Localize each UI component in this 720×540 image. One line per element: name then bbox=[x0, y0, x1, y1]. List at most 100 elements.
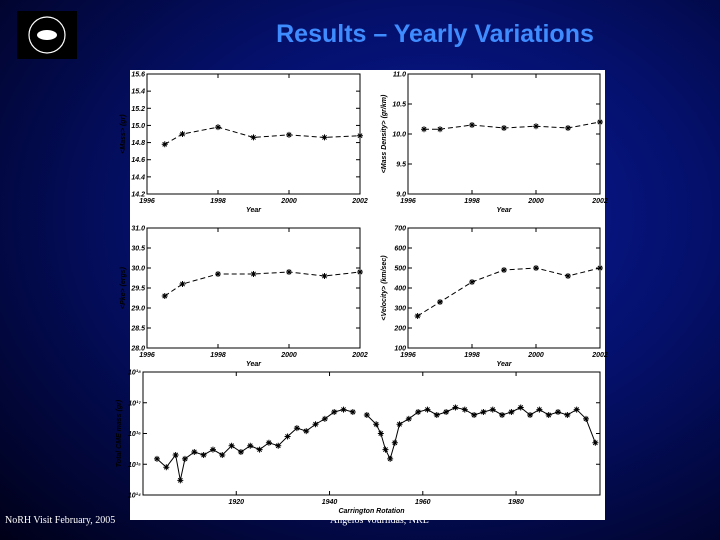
data-point bbox=[172, 451, 179, 458]
y-tick-label: 14.4 bbox=[131, 174, 145, 181]
y-tick-label: 15.2 bbox=[131, 106, 145, 113]
data-point bbox=[424, 406, 431, 413]
x-tick-label: 1920 bbox=[228, 499, 244, 506]
x-axis-label: Year bbox=[246, 207, 262, 214]
data-point bbox=[443, 409, 450, 416]
x-tick-label: 1998 bbox=[210, 352, 226, 359]
data-point bbox=[565, 125, 571, 131]
data-point bbox=[163, 464, 170, 471]
data-point bbox=[489, 406, 496, 413]
data-point bbox=[391, 439, 398, 446]
data-point bbox=[357, 132, 363, 139]
data-point bbox=[373, 421, 380, 428]
data-point bbox=[437, 126, 443, 133]
x-tick-label: 1998 bbox=[210, 198, 226, 205]
x-tick-label: 1980 bbox=[508, 499, 524, 506]
data-point bbox=[471, 411, 478, 418]
data-point bbox=[533, 123, 539, 130]
data-point bbox=[501, 125, 507, 131]
x-tick-label: 1998 bbox=[464, 198, 480, 205]
data-point bbox=[191, 449, 198, 456]
x-axis-label: Year bbox=[497, 361, 513, 368]
data-point bbox=[536, 406, 543, 413]
data-point bbox=[177, 477, 184, 484]
data-point bbox=[250, 134, 257, 141]
x-axis-label: Year bbox=[246, 361, 262, 368]
x-axis-label: Carrington Rotation bbox=[338, 508, 404, 515]
y-axis-label: <Mass> (gr) bbox=[120, 114, 127, 154]
y-tick-label: 9.0 bbox=[396, 192, 406, 199]
data-point bbox=[303, 428, 310, 435]
y-tick-label: 10¹⁴ bbox=[128, 493, 141, 500]
x-tick-label: 2002 bbox=[591, 352, 608, 359]
y-tick-label: 400 bbox=[393, 286, 406, 293]
x-tick-label: 2002 bbox=[591, 198, 608, 205]
data-point bbox=[583, 415, 590, 422]
data-line bbox=[366, 406, 596, 461]
data-point bbox=[592, 439, 599, 446]
y-tick-label: 10¹⁵ bbox=[128, 462, 141, 469]
x-tick-label: 2000 bbox=[527, 352, 544, 359]
data-point bbox=[564, 411, 571, 418]
data-point bbox=[256, 446, 263, 453]
data-point bbox=[437, 299, 443, 305]
logo bbox=[17, 11, 77, 59]
data-point bbox=[275, 442, 282, 449]
data-point bbox=[545, 411, 552, 418]
y-axis-label: <Velocity> (km/sec) bbox=[381, 255, 388, 321]
data-point bbox=[573, 406, 580, 413]
data-point bbox=[499, 411, 506, 418]
footer-left: NoRH Visit February, 2005 bbox=[5, 515, 116, 526]
data-point bbox=[219, 451, 226, 458]
data-point bbox=[433, 411, 440, 418]
data-point bbox=[237, 449, 244, 456]
footer-center: Angelos Vourlidas, NRL bbox=[330, 515, 429, 526]
x-axis-label: Year bbox=[497, 207, 513, 214]
data-point bbox=[284, 433, 291, 440]
x-tick-label: 2002 bbox=[351, 198, 368, 205]
y-axis-label: Total CME mass (gr) bbox=[116, 399, 123, 467]
data-point bbox=[293, 425, 300, 432]
data-point bbox=[321, 134, 328, 141]
data-point bbox=[215, 124, 221, 131]
x-tick-label: 1996 bbox=[139, 198, 155, 205]
data-point bbox=[265, 439, 272, 446]
data-point bbox=[153, 455, 160, 462]
y-tick-label: 10.0 bbox=[392, 132, 406, 139]
data-point bbox=[415, 409, 422, 416]
data-point bbox=[461, 406, 468, 413]
data-point bbox=[357, 269, 363, 275]
data-point bbox=[161, 293, 168, 299]
y-tick-label: 200 bbox=[393, 326, 406, 333]
data-point bbox=[533, 265, 539, 271]
data-point bbox=[377, 430, 384, 437]
data-point bbox=[421, 126, 427, 133]
data-point bbox=[565, 273, 571, 279]
y-tick-label: 300 bbox=[394, 306, 406, 313]
data-point bbox=[452, 404, 459, 411]
figure-bg bbox=[130, 70, 605, 520]
data-point bbox=[387, 455, 394, 462]
data-point bbox=[405, 415, 412, 422]
y-tick-label: 29.0 bbox=[130, 306, 145, 313]
data-point bbox=[555, 409, 562, 416]
x-tick-label: 2000 bbox=[280, 198, 297, 205]
x-tick-label: 2000 bbox=[527, 198, 544, 205]
y-tick-label: 14.8 bbox=[131, 140, 145, 147]
data-point bbox=[321, 415, 328, 422]
data-point bbox=[286, 269, 292, 275]
data-point bbox=[527, 411, 534, 418]
data-point bbox=[363, 411, 370, 418]
y-tick-label: 28.0 bbox=[130, 346, 145, 353]
y-tick-label: 31.0 bbox=[131, 226, 145, 233]
data-point bbox=[247, 442, 254, 449]
data-point bbox=[469, 122, 475, 128]
data-point bbox=[209, 446, 216, 453]
data-point bbox=[312, 421, 319, 428]
y-tick-label: 11.0 bbox=[393, 72, 406, 79]
x-tick-label: 1996 bbox=[400, 198, 416, 205]
y-tick-label: 30.5 bbox=[131, 246, 145, 253]
y-tick-label: 700 bbox=[394, 226, 406, 233]
